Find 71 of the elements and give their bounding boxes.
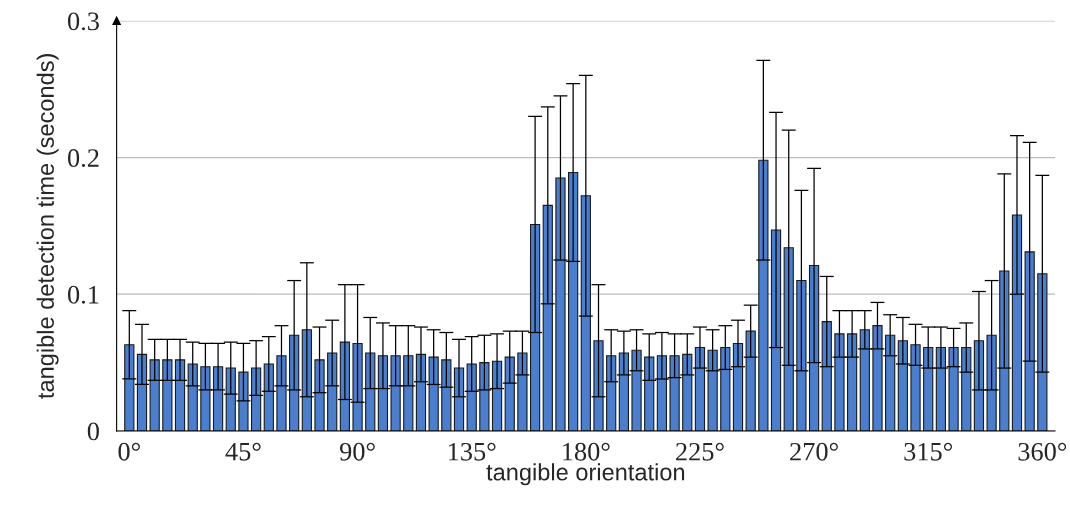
bar <box>834 333 845 431</box>
bar <box>821 321 832 431</box>
x-tick-label: 315° <box>904 442 952 461</box>
bar <box>694 346 706 431</box>
bar <box>1024 251 1035 431</box>
y-tick-label: 0 <box>87 422 99 441</box>
x-tick-label: 0° <box>118 442 140 461</box>
bar <box>796 280 807 431</box>
bar <box>555 177 566 431</box>
bar <box>948 346 959 431</box>
bar <box>428 356 439 431</box>
bar <box>238 371 249 431</box>
bar <box>910 344 921 431</box>
y-tick-label: 0.1 <box>67 285 99 304</box>
bar <box>263 363 274 431</box>
x-tick-label: 180° <box>563 442 610 461</box>
x-tick-label: 270° <box>790 442 838 461</box>
bar <box>720 346 731 431</box>
bar <box>783 247 794 431</box>
bar <box>276 355 287 431</box>
x-tick-label: 90° <box>339 442 375 461</box>
bar <box>847 333 858 431</box>
bar <box>758 159 769 431</box>
y-tick-label: 0.2 <box>67 149 99 168</box>
bar <box>606 355 617 431</box>
bar <box>466 363 477 431</box>
bar <box>200 366 211 431</box>
bar <box>732 342 744 431</box>
bar <box>149 359 160 431</box>
bar <box>174 359 186 431</box>
y-axis-title: tangible detection time (seconds) <box>36 54 59 399</box>
bar <box>644 356 655 431</box>
bar <box>162 359 173 431</box>
bar <box>225 367 236 431</box>
y-tick-label: 0.3 <box>67 12 99 31</box>
bar <box>669 355 680 431</box>
x-tick-label: 225° <box>676 442 724 461</box>
bar <box>986 334 997 431</box>
bar <box>365 352 376 431</box>
bar <box>745 330 756 431</box>
bar <box>390 355 401 431</box>
bar <box>441 359 452 431</box>
bar <box>580 195 591 431</box>
bar <box>568 171 579 431</box>
x-tick-label: 135° <box>448 442 496 461</box>
bar <box>403 355 414 431</box>
bar <box>1011 214 1023 431</box>
bar <box>707 349 718 431</box>
bar <box>859 329 870 431</box>
bar <box>885 334 896 431</box>
bar <box>187 363 198 431</box>
bar <box>631 349 642 431</box>
bar <box>517 352 528 431</box>
bar <box>923 346 934 431</box>
bar <box>897 340 908 431</box>
bar <box>682 353 693 431</box>
bar <box>479 362 490 431</box>
x-tick-label: 45° <box>225 442 261 461</box>
x-axis-title: tangible orientation <box>486 463 685 486</box>
bar <box>961 346 972 431</box>
bar <box>1037 273 1048 431</box>
bar <box>504 356 515 431</box>
bar <box>352 342 363 431</box>
bar <box>935 346 947 431</box>
bar <box>872 325 883 431</box>
bar <box>542 204 553 431</box>
bar <box>301 329 312 431</box>
bar <box>124 344 135 431</box>
bar <box>327 352 338 431</box>
x-tick-label: 360° <box>1018 442 1067 461</box>
bar <box>999 270 1010 431</box>
